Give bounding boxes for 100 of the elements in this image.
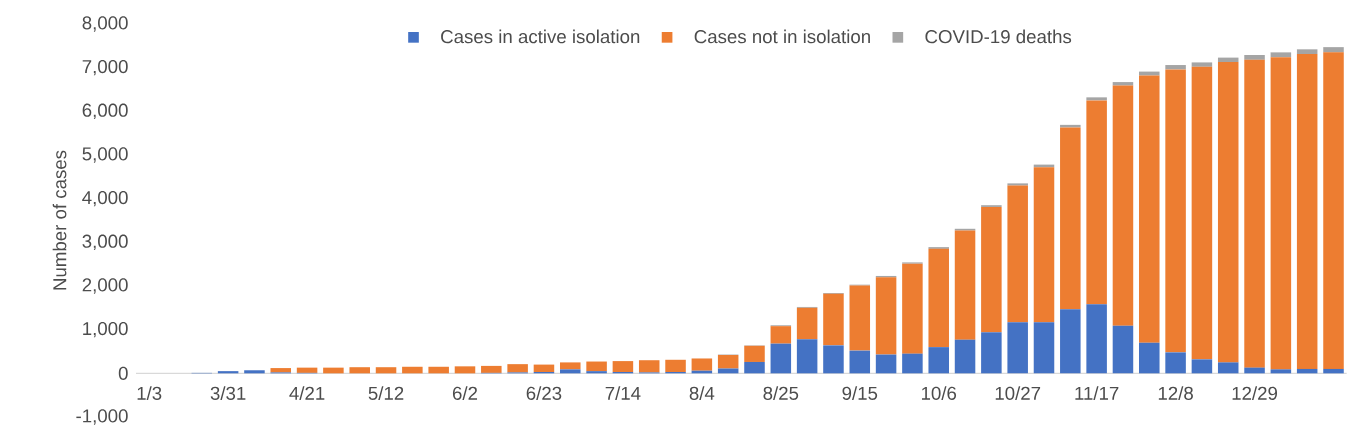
bar [586, 361, 607, 372]
x-tick-label: 6/23 [526, 386, 562, 400]
y-tick-label: 7,000 [82, 59, 128, 76]
bar [586, 371, 607, 374]
bar [1007, 322, 1028, 374]
bar [1270, 57, 1292, 370]
y-tick-label: 2,000 [82, 278, 128, 294]
bar [1270, 52, 1292, 58]
x-tick-label: 10/6 [921, 386, 957, 400]
bar [1244, 55, 1265, 60]
bar [1139, 342, 1160, 374]
bar [981, 206, 1002, 333]
bar [1323, 52, 1344, 369]
y-tick-label: 8,000 [82, 16, 128, 32]
bar [744, 361, 765, 374]
bar [1086, 304, 1107, 374]
bar [691, 358, 713, 371]
bar [507, 364, 528, 373]
bar [244, 370, 265, 374]
legend-label: COVID-19 deaths [925, 29, 1072, 44]
bar [954, 230, 976, 340]
x-tick-label: 12/29 [1232, 386, 1278, 400]
bar [796, 307, 818, 340]
bar [849, 285, 871, 351]
bar [1191, 62, 1213, 67]
bar [375, 367, 397, 374]
bar [1033, 167, 1055, 323]
legend-label: Cases in active isolation [441, 29, 640, 44]
y-tick-label: -1,000 [76, 409, 128, 425]
legend-label: Cases not in isolation [694, 29, 870, 44]
bar [638, 360, 660, 373]
bar [270, 368, 292, 373]
y-tick-label: 1,000 [83, 321, 128, 338]
bar [428, 366, 449, 374]
bar [1060, 309, 1081, 374]
bar [612, 361, 634, 373]
bar [1086, 97, 1107, 101]
y-tick-label: 3,000 [82, 234, 128, 251]
bar [296, 367, 318, 373]
bar [1112, 82, 1134, 86]
x-tick-label: 10/27 [995, 386, 1041, 400]
bar [1191, 359, 1213, 374]
bar [1165, 69, 1186, 353]
bar [770, 343, 792, 374]
bar [454, 366, 476, 374]
x-tick-label: 11/17 [1075, 386, 1119, 400]
bar [1323, 368, 1344, 374]
bar [349, 367, 370, 374]
bar [1060, 127, 1081, 310]
y-tick-label: 5,000 [82, 147, 128, 163]
bar [875, 277, 897, 355]
bar [981, 332, 1002, 374]
bar [1165, 65, 1186, 70]
bar [902, 353, 923, 374]
bar [928, 347, 949, 374]
x-tick-label: 8/25 [763, 386, 799, 400]
x-tick-label: 8/4 [689, 386, 715, 400]
x-tick-label: 5/12 [368, 386, 404, 400]
bar [928, 248, 949, 348]
x-tick-label: 4/21 [289, 386, 325, 400]
bar [1217, 362, 1239, 374]
bar [1270, 369, 1292, 374]
bar [744, 345, 765, 362]
bar [1191, 66, 1213, 360]
y-tick-label: 4,000 [82, 190, 128, 207]
bar [1139, 75, 1160, 343]
bar [1296, 54, 1318, 369]
bar [823, 293, 844, 346]
bar [717, 354, 739, 369]
bar [875, 354, 897, 374]
bar [665, 359, 686, 373]
x-tick-label: 6/2 [452, 386, 478, 400]
bar [1086, 100, 1107, 305]
y-tick-label: 6,000 [82, 103, 128, 120]
bar [1007, 183, 1028, 186]
bar [1323, 47, 1344, 53]
y-axis-title: Number of cases [52, 150, 67, 290]
bar [323, 367, 344, 374]
bar [1112, 85, 1134, 326]
bar [1139, 71, 1160, 76]
bar [902, 263, 923, 354]
x-tick-label: 9/15 [842, 386, 878, 400]
bar [1217, 61, 1239, 363]
bar [1165, 352, 1186, 374]
x-tick-label: 7/14 [605, 386, 641, 400]
x-tick-label: 3/31 [210, 386, 246, 400]
bar [823, 345, 844, 374]
bar [560, 369, 581, 374]
bar [1112, 325, 1134, 374]
y-tick-label: 0 [118, 366, 128, 380]
bar [1007, 185, 1028, 323]
bar [849, 350, 871, 374]
bar [1296, 49, 1318, 55]
bar [533, 364, 555, 373]
bar [481, 365, 502, 373]
x-tick-label: 1/3 [137, 386, 162, 400]
bar [1244, 59, 1265, 368]
bar [954, 339, 976, 374]
bar [402, 366, 423, 374]
bar [560, 362, 581, 370]
